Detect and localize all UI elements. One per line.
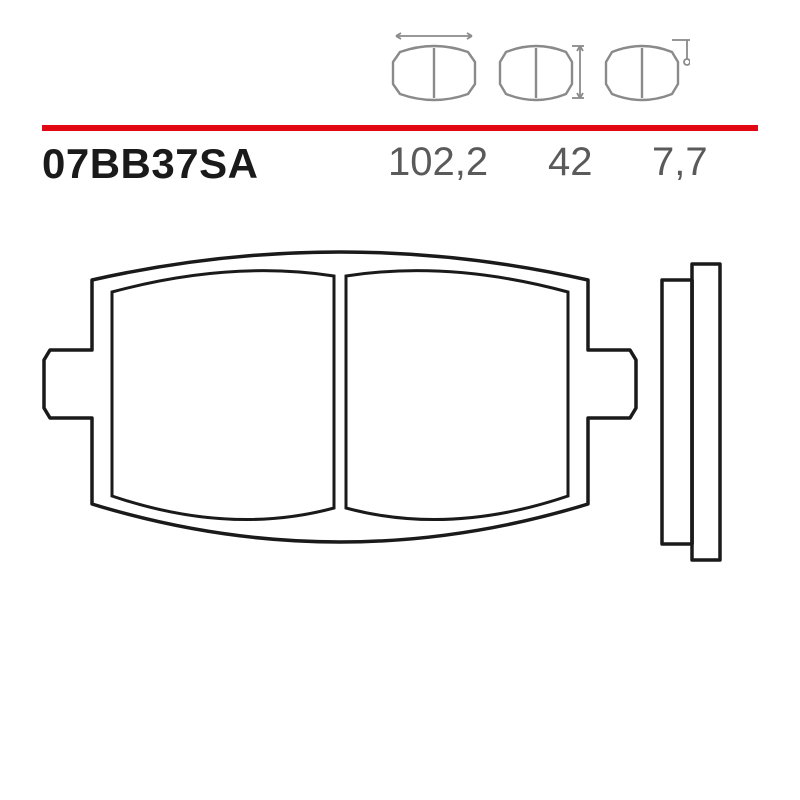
dim-height-value: 42 [548, 140, 593, 185]
dim-width-value: 102,2 [388, 140, 488, 185]
page-root: 07BB37SA 102,2 42 7,7 [0, 0, 800, 800]
front-view [44, 252, 636, 542]
dim-thickness-value: 7,7 [652, 140, 708, 185]
dim-height-icon [496, 32, 584, 102]
side-view [662, 264, 720, 560]
divider-line [42, 118, 758, 124]
spec-row: 07BB37SA 102,2 42 7,7 [42, 134, 758, 194]
dim-thickness-icon [602, 32, 690, 102]
part-number: 07BB37SA [42, 140, 258, 188]
header-icon-row [390, 32, 690, 102]
dim-width-icon [390, 32, 478, 102]
brake-pad-diagram [40, 230, 760, 650]
